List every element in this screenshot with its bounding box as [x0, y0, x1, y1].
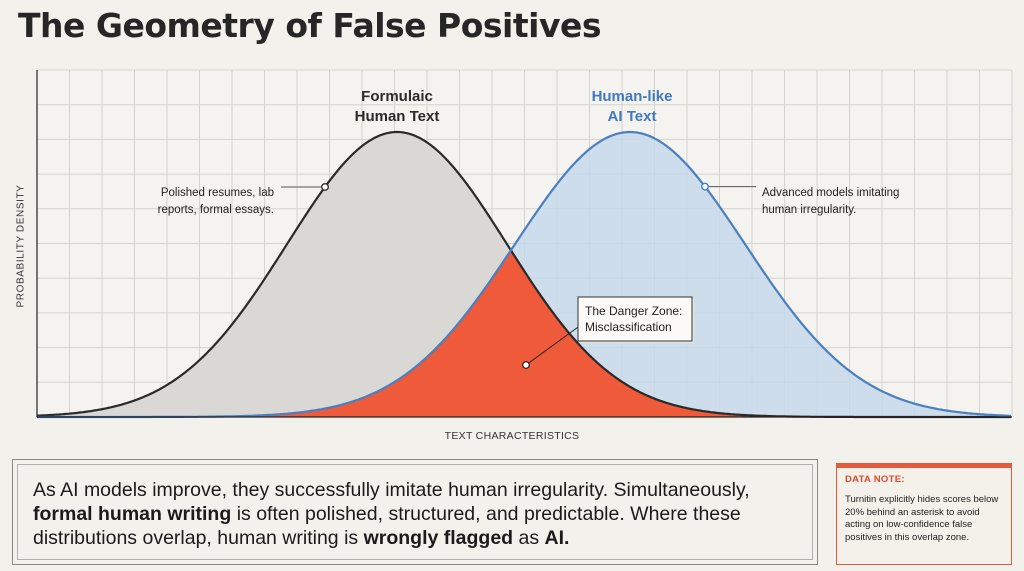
density-chart: Formulaic Human Text Human-like AI Text Poli…	[36, 69, 1013, 419]
summary-text: As AI models improve, they successfully …	[33, 478, 803, 550]
annotation-marker-2	[701, 182, 710, 191]
x-axis-label: TEXT CHARACTERISTICS	[444, 430, 580, 442]
annotation-1-line-2: reports, formal essays.	[158, 204, 274, 216]
series-name-1-line-1: Formulaic	[361, 88, 433, 105]
data-note-text: Turnitin explicitly hides scores below 2…	[845, 494, 999, 543]
summary-box: As AI models improve, they successfully …	[12, 459, 818, 565]
data-note-box: DATA NOTE: Turnitin explicitly hides sco…	[836, 463, 1012, 565]
annotation-marker-1	[321, 182, 330, 191]
danger-zone-label-line-1: The Danger Zone:	[585, 304, 682, 318]
summary-bold-1: formal human writing	[33, 503, 232, 525]
danger-zone-marker	[522, 361, 530, 369]
chart-labels: Formulaic Human Text Human-like AI Text Poli…	[158, 88, 899, 369]
chart-axes	[36, 70, 1012, 418]
series-name-2-line-1: Human-like	[592, 88, 673, 105]
data-note-accent-bar	[837, 464, 1011, 468]
data-note-title: DATA NOTE:	[845, 474, 905, 485]
danger-zone-label-line-2: Misclassification	[585, 320, 672, 334]
series-name-2-line-2: AI Text	[608, 108, 657, 125]
summary-bold-3: AI.	[544, 527, 570, 549]
summary-bold-2: wrongly flagged	[363, 527, 514, 549]
summary-part-1: As AI models improve, they successfully …	[33, 479, 750, 501]
summary-part-2: is often polished, structured, and predi…	[33, 503, 741, 549]
series-name-1-line-2: Human Text	[355, 108, 440, 125]
annotation-2-line-2: human irregularity.	[762, 204, 856, 216]
danger-zone-box	[577, 296, 693, 342]
chart-fills	[37, 132, 1012, 417]
page-title: The Geometry of False Positives	[18, 6, 601, 45]
danger-zone-leader	[525, 321, 586, 366]
summary-part-3: as	[518, 527, 540, 549]
overlap-danger-zone	[37, 250, 1012, 417]
annotation-1-line-1: Polished resumes, lab	[161, 187, 274, 199]
annotation-2-line-1: Advanced models imitating	[762, 187, 899, 199]
y-axis-label: PROBABILITY DENSITY	[15, 184, 27, 308]
